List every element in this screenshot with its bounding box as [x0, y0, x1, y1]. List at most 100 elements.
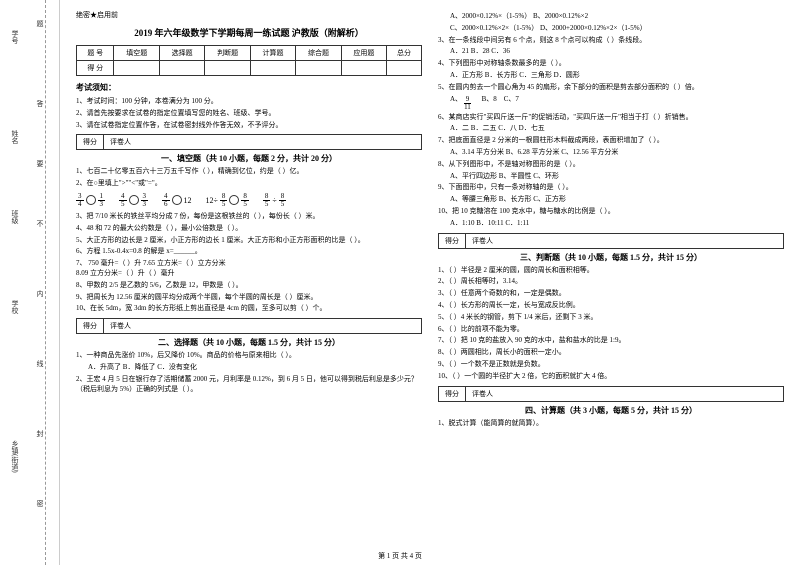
- q2-8-opts: A、平行四边形 B、半圆性 C、环形: [450, 172, 784, 182]
- q1-2: 2、在○里填上">""<"或"="。: [76, 179, 422, 189]
- td-empty: [387, 61, 422, 76]
- field-name: 姓名: [10, 130, 20, 144]
- reviewer-label: 评卷人: [466, 234, 783, 248]
- marker-2: 要: [35, 160, 45, 167]
- q2-2-optsA: A、2000×0.12%×（1-5%） B、2000×0.12%×2: [450, 12, 784, 22]
- section-header-2: 得分 评卷人: [76, 318, 422, 334]
- q1-6: 6、方程 1.5x-0.4x=0.8 的解是 x=______。: [76, 247, 422, 257]
- notice-item: 2、请首先按要求在试卷的指定位置填写您的姓名、班级、学号。: [76, 109, 422, 119]
- marker-0: 题: [35, 20, 45, 27]
- marker-6: 封: [35, 430, 45, 437]
- q2-5-opts: A、911 B、8 C、7: [450, 95, 784, 111]
- marker-7: 密: [35, 500, 45, 507]
- binding-margin: 学号 姓名 班级 学校 乡镇(街道) 题 答 要 不 内 线 封 密: [0, 0, 60, 565]
- th-judge: 判断题: [205, 46, 250, 61]
- notice-item: 1、考试时间：100 分钟，本卷满分为 100 分。: [76, 97, 422, 107]
- th-choice: 选择题: [159, 46, 204, 61]
- th-comp: 综合题: [296, 46, 341, 61]
- q2-4: 4、下列图形中对称轴条数最多的是（ ）。: [438, 59, 784, 69]
- q1-3: 3、把 7/10 米长的铁丝平均分成 7 份，每份是这根铁丝的（ ），每份长（ …: [76, 212, 422, 222]
- secret-label: 绝密★启用前: [76, 10, 422, 20]
- notice-item: 3、请在试卷指定位置作答，在试卷密封线外作答无效，不予评分。: [76, 121, 422, 131]
- q2-10-opts: A．1:10 B．10:11 C．1:11: [450, 219, 784, 229]
- th-fill: 填空题: [114, 46, 159, 61]
- table-row: 得 分: [77, 61, 422, 76]
- q2-3: 3、在一条线段中间另有 6 个点，则这 8 个点可以构成（ ）条线段。: [438, 36, 784, 46]
- score-label: 得分: [439, 387, 466, 401]
- q3-8: 8、（ ）两圆相比，周长小的面积一定小。: [438, 348, 784, 358]
- circle-blank: [86, 195, 96, 205]
- content-area: 绝密★启用前 2019 年六年级数学下学期每周一练试题 沪教版（附解析） 题 号…: [60, 0, 800, 565]
- td-empty: [159, 61, 204, 76]
- field-school: 学校: [10, 300, 20, 314]
- notice-title: 考试须知：: [76, 82, 422, 93]
- score-label: 得分: [439, 234, 466, 248]
- section-header-1: 得分 评卷人: [76, 134, 422, 150]
- q2-3-opts: A．21 B．28 C．36: [450, 47, 784, 57]
- frac-item: 85÷85: [263, 193, 286, 208]
- q1-1: 1、七百二十亿零五百六十三万五千写作（ ），精确到亿位，约是（ ）亿。: [76, 167, 422, 177]
- q3-6: 6、（ ）比的前项不能为零。: [438, 325, 784, 335]
- field-class: 班级: [10, 210, 20, 224]
- q2-5: 5、在圆内剪去一个圆心角为 45 的扇形，余下部分的面积是剪去部分面积的（ ）倍…: [438, 83, 784, 93]
- q3-4: 4、（ ）长方形的周长一定，长与宽成反比例。: [438, 301, 784, 311]
- q2-7: 7、把底面直径是 2 分米的一根圆柱形木料截成两段，表面积增加了（ ）。: [438, 136, 784, 146]
- q1-7: 7、 750 毫升=（ ）升 7.65 立方米=（ ）立方分米 8.09 立方分…: [76, 259, 422, 279]
- td-empty: [296, 61, 341, 76]
- score-label: 得分: [77, 319, 104, 333]
- q2-9: 9、下面图形中，只有一条对称轴的是（ ）。: [438, 183, 784, 193]
- q2-1-opts: A．升高了 B．降低了 C．没有变化: [88, 363, 422, 373]
- score-table: 题 号 填空题 选择题 判断题 计算题 综合题 应用题 总分 得 分: [76, 45, 422, 76]
- q2-6: 6、某商店实行"买四斤送一斤"的促销活动，"买四斤送一斤"相当于打（ ）折销售。: [438, 113, 784, 123]
- q1-10: 10、在长 5dm，宽 3dm 的长方形纸上剪出直径是 4cm 的圆，至多可以剪…: [76, 304, 422, 314]
- th-total: 总分: [387, 46, 422, 61]
- frac-item: 4533: [119, 193, 148, 208]
- th-app: 应用题: [341, 46, 386, 61]
- q1-5: 5、大正方形的边长是 2 厘米，小正方形的边长 1 厘米。大正方形和小正方形面积…: [76, 236, 422, 246]
- q1-4: 4、48 和 72 的最大公约数是（ ），最小公倍数是（ ）。: [76, 224, 422, 234]
- frac-item: 4612: [162, 193, 192, 208]
- q1-8: 8、甲数的 2/5 是乙数的 5/6，乙数是 12，甲数是（ ）。: [76, 281, 422, 291]
- section-header-3: 得分 评卷人: [438, 233, 784, 249]
- q3-9: 9、（ ）一个数不是正数就是负数。: [438, 360, 784, 370]
- section-2-title: 二、选择题（共 10 小题，每题 1.5 分，共计 15 分）: [76, 337, 422, 348]
- q2-10: 10、把 10 克糖溶在 100 克水中，糖与糖水的比例是（ ）。: [438, 207, 784, 217]
- field-student-id: 学号: [10, 30, 20, 44]
- q2-9-opts: A、等腰三角形 B、长方形 C、正方形: [450, 195, 784, 205]
- page-footer: 第 1 页 共 4 页: [0, 551, 800, 561]
- th-calc: 计算题: [250, 46, 295, 61]
- page-container: 学号 姓名 班级 学校 乡镇(街道) 题 答 要 不 内 线 封 密 绝密★启用…: [0, 0, 800, 565]
- reviewer-label: 评卷人: [104, 319, 421, 333]
- q3-3: 3、（ ）任意两个奇数的和，一定是偶数。: [438, 289, 784, 299]
- fraction-row: 3413 4533 4612 12÷8585 85÷85: [76, 193, 422, 208]
- q2-6-opts: A．二 B．二五 C．八 D．七五: [450, 124, 784, 134]
- q4-1: 1、脱式计算（能简算的就简算）。: [438, 419, 784, 429]
- section-4-title: 四、计算题（共 3 小题，每题 5 分，共计 15 分）: [438, 405, 784, 416]
- td-empty: [114, 61, 159, 76]
- q2-4-opts: A．正方形 B．长方形 C．三角形 D．圆形: [450, 71, 784, 81]
- reviewer-label: 评卷人: [466, 387, 783, 401]
- frac-item: 12÷8585: [206, 193, 249, 208]
- section-3-title: 三、判断题（共 10 小题，每题 1.5 分，共计 15 分）: [438, 252, 784, 263]
- exam-title: 2019 年六年级数学下学期每周一练试题 沪教版（附解析）: [76, 26, 422, 39]
- q2-1: 1、一种商品先涨价 10%，后又降价 10%。商品的价格与原来相比（ ）。: [76, 351, 422, 361]
- section-1-title: 一、填空题（共 10 小题，每题 2 分，共计 20 分）: [76, 153, 422, 164]
- q1-9: 9、把周长为 12.56 厘米的圆平均分成两个半圆，每个半圆的周长是（ ）厘米。: [76, 293, 422, 303]
- frac-item: 3413: [76, 193, 105, 208]
- circle-blank: [229, 195, 239, 205]
- q3-1: 1、（ ）半径是 2 厘米的圆，圆的周长和面积相等。: [438, 266, 784, 276]
- q3-7: 7、（ ）把 10 克的盐放入 90 克的水中，盐和盐水的比是 1:9。: [438, 336, 784, 346]
- circle-blank: [172, 195, 182, 205]
- td-score-label: 得 分: [77, 61, 114, 76]
- q3-5: 5、（ ）4 米长的钢管，剪下 1/4 米后，还剩下 3 米。: [438, 313, 784, 323]
- frac-9-11: 911: [462, 96, 473, 111]
- table-row: 题 号 填空题 选择题 判断题 计算题 综合题 应用题 总分: [77, 46, 422, 61]
- td-empty: [341, 61, 386, 76]
- reviewer-label: 评卷人: [104, 135, 421, 149]
- circle-blank: [129, 195, 139, 205]
- q2-8: 8、从下列图形中，不是轴对称图形的是（ ）。: [438, 160, 784, 170]
- fold-line: [45, 0, 46, 565]
- td-empty: [250, 61, 295, 76]
- q3-2: 2、（ ）周长相等时，3.14。: [438, 277, 784, 287]
- td-empty: [205, 61, 250, 76]
